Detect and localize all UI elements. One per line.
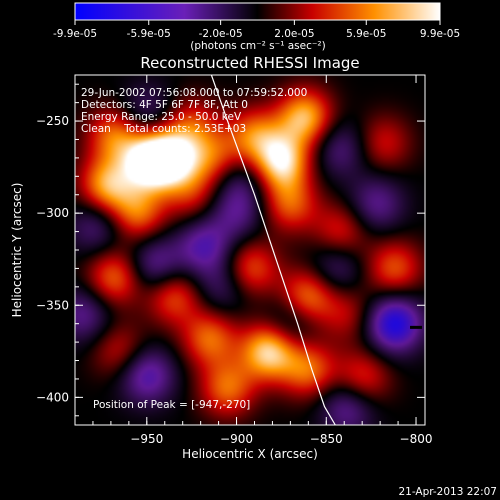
colorbar-tick-label: -5.9e-05 <box>127 28 171 40</box>
x-tick-label: −900 <box>220 432 253 446</box>
colorbar-tick-label: 5.9e-05 <box>346 28 386 40</box>
x-tick-label: −800 <box>400 432 433 446</box>
chart-title: Reconstructed RHESSI Image <box>140 54 359 72</box>
timestamp: 21-Apr-2013 22:07 <box>398 486 497 498</box>
colorbar-tick-label: 9.9e-05 <box>420 28 460 40</box>
y-axis-label: Heliocentric Y (arcsec) <box>10 183 24 318</box>
x-axis-ticks: −950 −900 −850 −800 <box>74 75 433 446</box>
y-tick-label: −250 <box>36 114 69 128</box>
heatmap-image <box>75 75 425 425</box>
annotation-clean-counts: Clean Total counts: 2.53E+03 <box>81 123 246 135</box>
colorbar-tick-label: -2.0e-05 <box>199 28 243 40</box>
x-tick-label: −850 <box>310 432 343 446</box>
y-tick-label: −350 <box>36 298 69 312</box>
peak-marker <box>410 325 423 329</box>
x-axis-label: Heliocentric X (arcsec) <box>182 447 318 461</box>
x-tick-label: −950 <box>130 432 163 446</box>
colorbar <box>74 2 441 21</box>
colorbar-tick-label: -9.9e-05 <box>53 28 97 40</box>
y-tick-label: −300 <box>36 206 69 220</box>
colorbar-tick-label: 2.0e-05 <box>274 28 314 40</box>
annotation-time-range: 29-Jun-2002 07:56:08.000 to 07:59:52.000 <box>81 87 307 99</box>
y-tick-label: −400 <box>36 390 69 404</box>
annotation-energy-range: Energy Range: 25.0 - 50.0 keV <box>81 111 242 123</box>
colorbar-units: (photons cm⁻² s⁻¹ asec⁻²) <box>190 40 325 52</box>
peak-position-label: Position of Peak = [-947,-270] <box>93 399 250 411</box>
solar-limb-line <box>210 75 336 425</box>
annotation-detectors: Detectors: 4F 5F 6F 7F 8F, Att 0 <box>81 99 248 111</box>
colorbar-ticks: -9.9e-05 -5.9e-05 -2.0e-05 2.0e-05 5.9e-05 9.… <box>53 20 460 40</box>
y-axis-ticks: −250 −300 −350 −400 <box>36 83 425 417</box>
